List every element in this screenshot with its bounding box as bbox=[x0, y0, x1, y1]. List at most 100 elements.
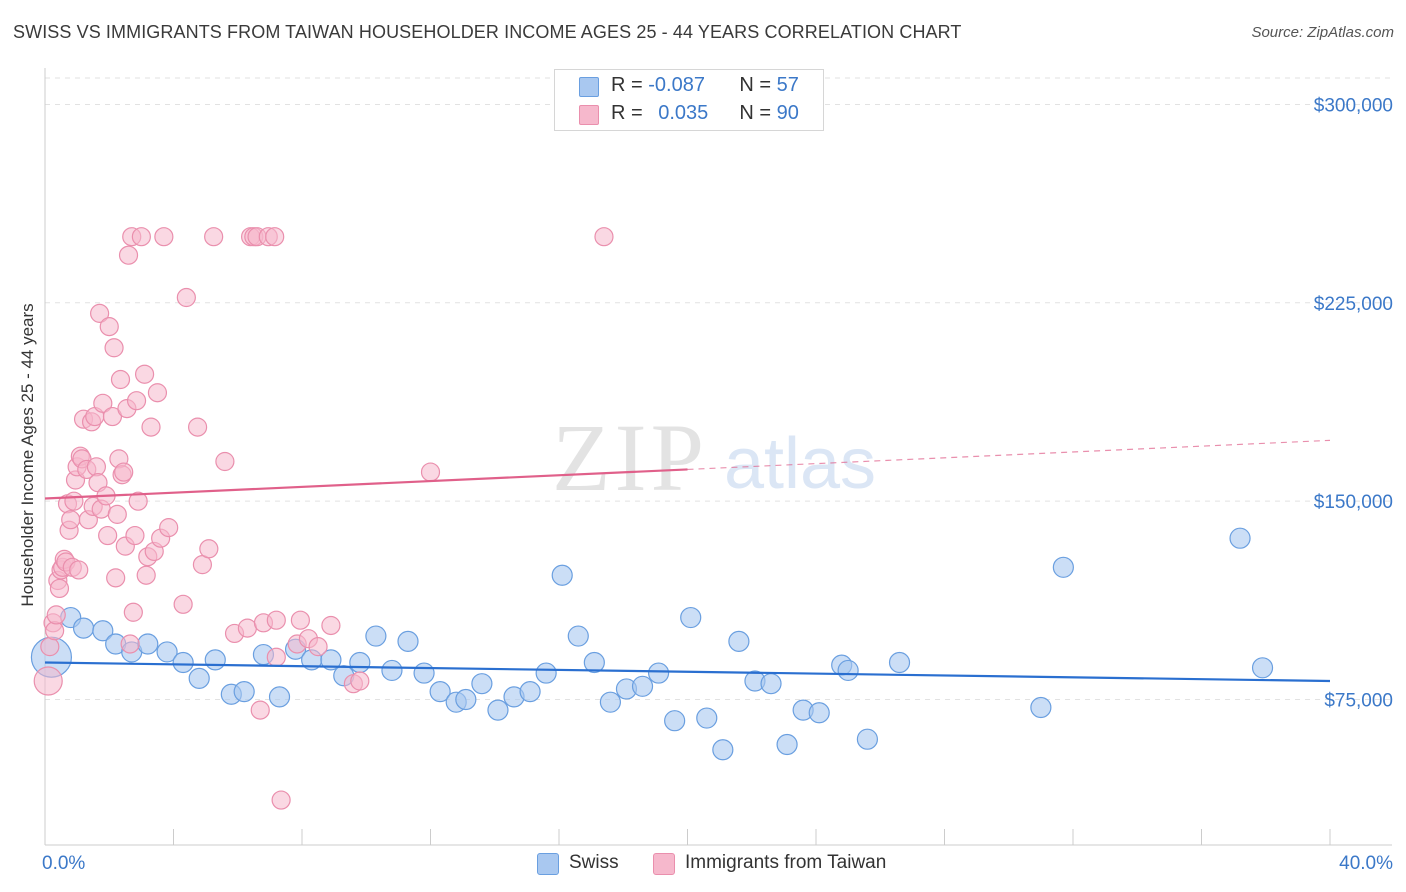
legend-taiwan-r: 0.035 bbox=[658, 102, 709, 124]
taiwan-point bbox=[308, 637, 328, 657]
taiwan-point bbox=[125, 525, 145, 546]
taiwan-point bbox=[154, 227, 174, 247]
taiwan-point bbox=[204, 227, 224, 247]
bottom-legend-swatch-taiwan bbox=[653, 853, 675, 875]
axes bbox=[44, 68, 1392, 846]
taiwan-point bbox=[173, 594, 193, 614]
swiss-point bbox=[519, 680, 541, 703]
legend-r-label: R = bbox=[611, 74, 643, 96]
taiwan-point bbox=[187, 417, 208, 437]
swiss-point bbox=[837, 659, 859, 682]
legend-n-label: N = bbox=[739, 102, 772, 124]
watermark: ZIP atlas bbox=[552, 404, 876, 511]
swiss-point bbox=[808, 702, 830, 724]
legend-swiss-n: 57 bbox=[776, 74, 799, 96]
swiss-point bbox=[1030, 696, 1052, 719]
legend-taiwan-n: 90 bbox=[776, 102, 799, 124]
taiwan-point bbox=[98, 525, 118, 546]
swiss-point bbox=[888, 651, 911, 674]
swiss-point bbox=[776, 733, 798, 756]
swiss-point bbox=[204, 649, 226, 671]
chart-title: SWISS VS IMMIGRANTS FROM TAIWAN HOUSEHOL… bbox=[13, 22, 962, 42]
taiwan-point bbox=[33, 666, 63, 696]
swiss-point bbox=[137, 633, 159, 655]
y-tick-label: $300,000 bbox=[1314, 95, 1393, 116]
swiss-point bbox=[233, 680, 255, 703]
swiss-point bbox=[1229, 527, 1251, 549]
swiss-point bbox=[172, 651, 194, 674]
swiss-point bbox=[268, 686, 291, 708]
taiwan-trend-line-extension bbox=[687, 439, 1331, 471]
swiss-point bbox=[320, 649, 342, 671]
swiss-point bbox=[728, 630, 750, 652]
swiss-point bbox=[664, 710, 686, 732]
swiss-point bbox=[696, 707, 718, 729]
taiwan-point bbox=[159, 518, 179, 538]
taiwan-point bbox=[250, 700, 270, 720]
watermark-zip: ZIP bbox=[552, 404, 708, 511]
taiwan-point bbox=[594, 227, 614, 247]
taiwan-point bbox=[290, 610, 310, 630]
x-tick-label: 40.0% bbox=[1339, 853, 1393, 874]
swiss-point bbox=[429, 680, 451, 703]
legend-swiss-r: -0.087 bbox=[648, 74, 705, 96]
taiwan-point bbox=[120, 634, 140, 654]
swiss-point bbox=[471, 673, 493, 695]
taiwan-point bbox=[90, 303, 110, 323]
taiwan-point bbox=[45, 621, 65, 641]
taiwan-point bbox=[46, 605, 66, 625]
taiwan-point bbox=[86, 457, 107, 477]
bottom-legend-swatch-swiss bbox=[537, 853, 559, 875]
taiwan-point bbox=[110, 369, 131, 390]
taiwan-point bbox=[118, 245, 139, 265]
swiss-trend-line bbox=[44, 661, 1331, 683]
taiwan-point bbox=[49, 578, 70, 599]
swiss-point bbox=[599, 691, 622, 713]
legend-swatch-taiwan bbox=[579, 105, 599, 125]
taiwan-point bbox=[271, 790, 291, 810]
taiwan-point bbox=[199, 539, 219, 559]
y-tick-label: $225,000 bbox=[1314, 294, 1393, 315]
taiwan-point bbox=[126, 391, 147, 411]
taiwan-point bbox=[176, 287, 196, 308]
legend-swatch-swiss bbox=[579, 77, 599, 97]
swiss-point bbox=[583, 651, 605, 674]
swiss-point bbox=[72, 617, 95, 639]
taiwan-point bbox=[237, 618, 257, 638]
y-tick-label: $150,000 bbox=[1314, 492, 1393, 513]
taiwan-point bbox=[215, 451, 235, 472]
x-tick-label: 0.0% bbox=[42, 853, 85, 874]
swiss-point bbox=[156, 641, 178, 663]
taiwan-point bbox=[131, 227, 151, 247]
legend-n-label: N = bbox=[739, 74, 772, 96]
taiwan-point bbox=[40, 637, 60, 657]
taiwan-point bbox=[93, 393, 113, 413]
swiss-point bbox=[551, 564, 573, 586]
swiss-point bbox=[381, 659, 403, 682]
taiwan-point bbox=[69, 560, 89, 580]
swiss-point bbox=[567, 625, 589, 647]
taiwan-point bbox=[265, 227, 285, 247]
taiwan-point bbox=[61, 510, 81, 530]
swiss-point bbox=[647, 662, 670, 684]
taiwan-point bbox=[99, 317, 119, 337]
swiss-point bbox=[712, 739, 734, 761]
swiss-point bbox=[487, 699, 509, 721]
taiwan-point bbox=[104, 338, 124, 358]
swiss-point bbox=[349, 651, 371, 674]
taiwan-point bbox=[106, 568, 126, 588]
taiwan-point bbox=[64, 491, 84, 511]
bottom-legend-label-swiss: Swiss bbox=[569, 852, 619, 873]
taiwan-point bbox=[350, 671, 370, 691]
taiwan-point bbox=[102, 406, 123, 427]
taiwan-point bbox=[136, 565, 156, 585]
swiss-point bbox=[188, 667, 210, 689]
swiss-point bbox=[856, 728, 879, 750]
y-tick-label: $75,000 bbox=[1324, 691, 1393, 712]
taiwan-trend-line bbox=[44, 468, 688, 500]
swiss-point bbox=[1251, 657, 1274, 679]
swiss-point bbox=[413, 662, 435, 684]
taiwan-points bbox=[33, 227, 614, 810]
taiwan-point bbox=[123, 602, 143, 622]
